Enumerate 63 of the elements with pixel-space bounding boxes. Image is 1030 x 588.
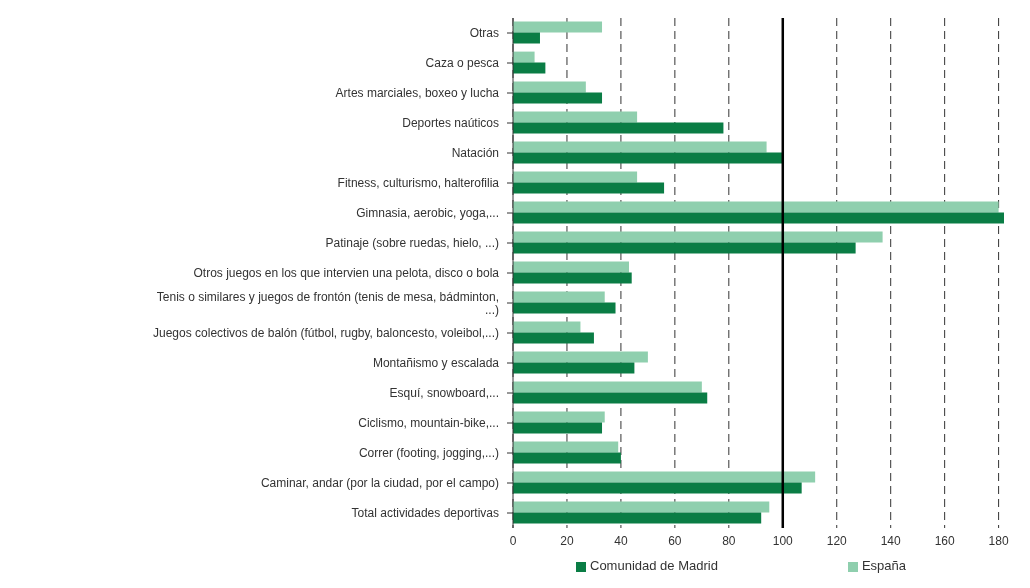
x-tick-label: 120: [826, 533, 848, 548]
y-tick-label: Juegos colectivos de balón (fútbol, rugby, baloncesto, voleibol,...): [153, 326, 499, 340]
legend-label: España: [861, 558, 906, 573]
bar: [513, 62, 546, 74]
y-tick-label: Total actividades deportivas: [351, 506, 499, 520]
bar: [513, 171, 638, 183]
y-tick-label: Artes marciales, boxeo y lucha: [335, 86, 500, 100]
y-tick-label: Patinaje (sobre ruedas, hielo, ...): [325, 236, 499, 250]
y-tick-label: Deportes naúticos: [402, 116, 499, 130]
y-tick-label: Tenis o similares y juegos de frontón (tenis de mesa, bádminton, ...): [156, 289, 499, 317]
bar: [513, 51, 535, 63]
y-tick-label: Otras: [469, 26, 499, 40]
bar: [513, 81, 586, 93]
y-tick-label: Otros juegos en los que intervien una pelota, disco o bola: [193, 266, 500, 280]
y-tick-label: Correr (footing, jogging,...): [358, 446, 499, 460]
x-tick-label: 40: [614, 533, 628, 548]
bar: [513, 291, 605, 303]
bar: [513, 302, 616, 314]
x-tick-label: 20: [560, 533, 574, 548]
bar: [513, 141, 767, 153]
bar: [513, 351, 648, 363]
y-tick-label: Esquí, snowboard,...: [389, 386, 499, 400]
y-tick-label: Natación: [451, 146, 499, 160]
bar: [513, 482, 802, 494]
bar: [513, 261, 630, 273]
bar: [513, 422, 603, 434]
bar: [513, 381, 702, 393]
x-tick-label: 160: [934, 533, 955, 548]
y-tick-label: Ciclismo, mountain-bike,...: [358, 416, 499, 430]
bar: [513, 201, 999, 213]
y-tick-label: Caza o pesca: [425, 56, 500, 70]
bar: [513, 21, 603, 33]
bar: [513, 321, 581, 333]
bar: [513, 332, 594, 344]
bar: [513, 512, 762, 524]
x-tick-label: 60: [668, 533, 682, 548]
x-tick-label: 180: [988, 533, 1009, 548]
bar: [513, 231, 883, 243]
bar: [513, 362, 635, 374]
bar: [513, 501, 770, 513]
bar: [513, 122, 724, 134]
legend-label: Comunidad de Madrid: [590, 558, 718, 573]
bar: [513, 242, 856, 254]
bar: [513, 92, 603, 104]
bar: [513, 212, 1004, 224]
bar: [513, 452, 621, 464]
x-tick-label: 0: [509, 533, 517, 548]
bar: [513, 272, 632, 284]
bar: [513, 441, 619, 453]
bar: [513, 152, 783, 164]
bar: [513, 111, 638, 123]
bar: [513, 392, 708, 404]
bar: [513, 32, 540, 44]
bar: [513, 471, 816, 483]
y-tick-label: Fitness, culturismo, halterofilia: [337, 176, 500, 190]
y-tick-label: Montañismo y escalada: [372, 356, 500, 370]
x-tick-label: 140: [880, 533, 902, 548]
bar: [513, 182, 665, 194]
x-tick-label: 100: [772, 533, 794, 548]
bar: [513, 411, 605, 423]
x-tick-label: 80: [722, 533, 736, 548]
y-tick-label: Gimnasia, aerobic, yoga,...: [356, 206, 499, 220]
y-tick-label: Caminar, andar (por la ciudad, por el campo): [260, 476, 499, 490]
